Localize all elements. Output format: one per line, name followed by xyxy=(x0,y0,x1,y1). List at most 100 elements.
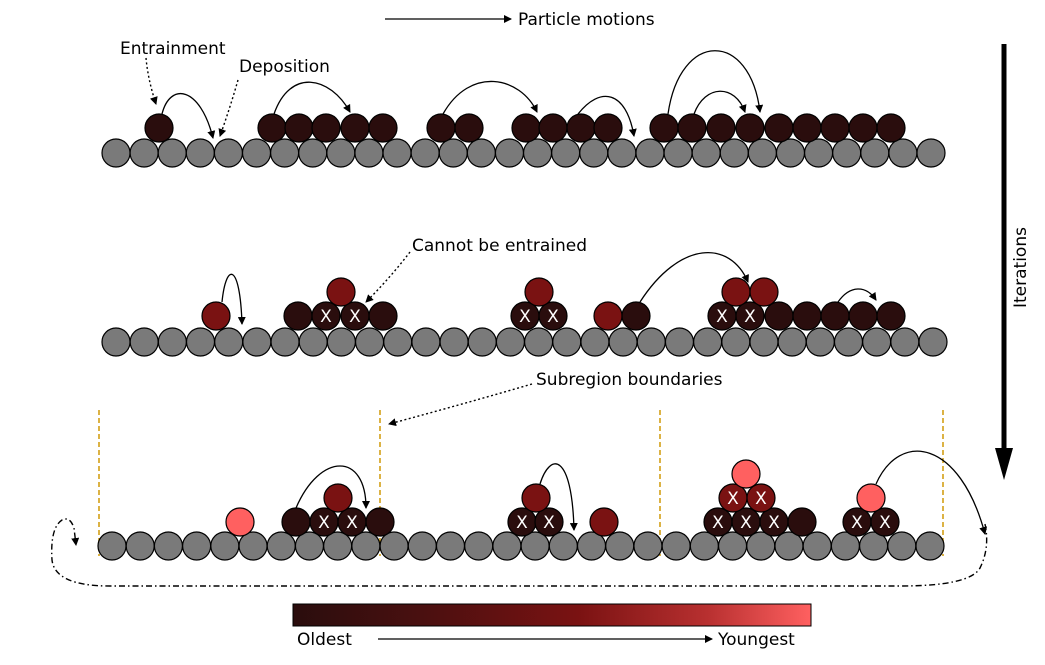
bed-particle xyxy=(551,138,581,168)
bed-particle xyxy=(97,531,127,561)
bed-particle xyxy=(580,327,610,357)
moving-particle xyxy=(144,113,174,143)
bed-particle xyxy=(379,531,409,561)
moving-particle xyxy=(593,113,623,143)
moving-particle xyxy=(856,483,886,513)
particle-motions-label: Particle motions xyxy=(518,10,655,30)
bed-particle xyxy=(185,138,215,168)
moving-particle xyxy=(365,507,395,537)
bed-particle xyxy=(407,531,437,561)
bed-particle xyxy=(266,531,296,561)
bed-particle xyxy=(663,138,693,168)
bed-particle xyxy=(605,531,635,561)
moving-particle xyxy=(764,301,794,331)
bed-particle xyxy=(548,531,578,561)
moving-particle xyxy=(593,301,623,331)
iteration-row-3: X X X X X X XX XX X xyxy=(97,410,988,561)
moving-particle xyxy=(368,301,398,331)
moving-particle xyxy=(787,507,817,537)
moving-particle xyxy=(677,113,707,143)
bed-particle xyxy=(492,531,522,561)
locked-marker: X xyxy=(727,489,739,509)
locked-marker: X xyxy=(879,513,891,533)
moving-particle xyxy=(735,113,765,143)
bed-particle xyxy=(326,138,356,168)
moving-particle xyxy=(792,113,822,143)
bed-particle xyxy=(552,327,582,357)
bed-particle xyxy=(466,138,496,168)
moving-particle xyxy=(731,459,761,489)
bed-particle xyxy=(579,138,609,168)
bed-particle xyxy=(719,138,749,168)
bed-particle xyxy=(918,327,948,357)
locked-marker: X xyxy=(851,513,863,533)
motion-arc xyxy=(693,90,747,115)
annotations: Entrainment Deposition Cannot be entrain… xyxy=(120,39,723,427)
bed-particle xyxy=(608,327,638,357)
bed-particle xyxy=(777,327,807,357)
bed-particle xyxy=(438,138,468,168)
moving-particle xyxy=(281,507,311,537)
bed-particle xyxy=(323,531,353,561)
cannot-be-entrained-label: Cannot be entrained xyxy=(412,236,587,256)
motion-arc xyxy=(837,288,877,303)
bed-particle xyxy=(633,531,663,561)
bed-particle xyxy=(862,327,892,357)
motion-arc xyxy=(639,252,749,303)
bed-particle xyxy=(410,138,440,168)
locked-marker: X xyxy=(543,513,555,533)
bed-particle xyxy=(298,327,328,357)
bed-particle xyxy=(636,327,666,357)
moving-particle xyxy=(284,113,314,143)
bed-particle xyxy=(213,138,244,168)
bed-particle xyxy=(890,327,920,357)
moving-particle xyxy=(848,113,878,143)
oldest-label: Oldest xyxy=(297,630,352,650)
locked-marker: X xyxy=(346,513,358,533)
bed-particle xyxy=(749,327,779,357)
bed-particle xyxy=(270,327,300,357)
cannot-be-entrained-pointer xyxy=(365,251,411,303)
bed-particle xyxy=(495,327,526,357)
bed-particle xyxy=(464,531,494,561)
periodic-boundary-loop xyxy=(51,518,988,587)
bed-particle xyxy=(664,327,695,357)
bed-particle xyxy=(129,138,159,168)
moving-particle xyxy=(848,301,878,331)
motion-arc xyxy=(875,450,988,535)
bed-particle xyxy=(805,327,835,357)
locked-marker: X xyxy=(768,513,780,533)
bed-particle xyxy=(494,138,525,168)
bed-particle xyxy=(916,138,946,168)
bed-particle xyxy=(182,531,212,561)
bed-particle xyxy=(125,531,155,561)
bed-particle xyxy=(326,327,356,357)
motion-arc xyxy=(295,465,370,509)
moving-particle xyxy=(566,113,596,143)
bed-particle xyxy=(411,327,441,357)
motion-arc xyxy=(577,95,637,137)
iterations-arrow-head xyxy=(995,448,1013,480)
bed-particle xyxy=(915,531,945,561)
locked-marker: X xyxy=(318,513,330,533)
moving-particle xyxy=(538,113,568,143)
bed-particle xyxy=(354,138,384,168)
bed-particle xyxy=(746,531,776,561)
bed-particle xyxy=(270,138,300,168)
moving-particle xyxy=(649,113,679,143)
moving-particle xyxy=(340,113,370,143)
bed-particle xyxy=(210,531,240,561)
bed-particle xyxy=(607,138,637,168)
locked-marker: X xyxy=(744,307,756,327)
entrainment-pointer xyxy=(145,57,158,105)
locked-marker: X xyxy=(519,307,531,327)
bed-particle xyxy=(832,138,862,168)
subregion-boundaries-pointer xyxy=(388,383,533,427)
locked-marker: X xyxy=(547,307,559,327)
moving-particle xyxy=(511,113,541,143)
bed-particle xyxy=(383,327,413,357)
bed-particle xyxy=(717,531,748,561)
moving-particle xyxy=(764,113,794,143)
locked-particle xyxy=(746,483,776,513)
